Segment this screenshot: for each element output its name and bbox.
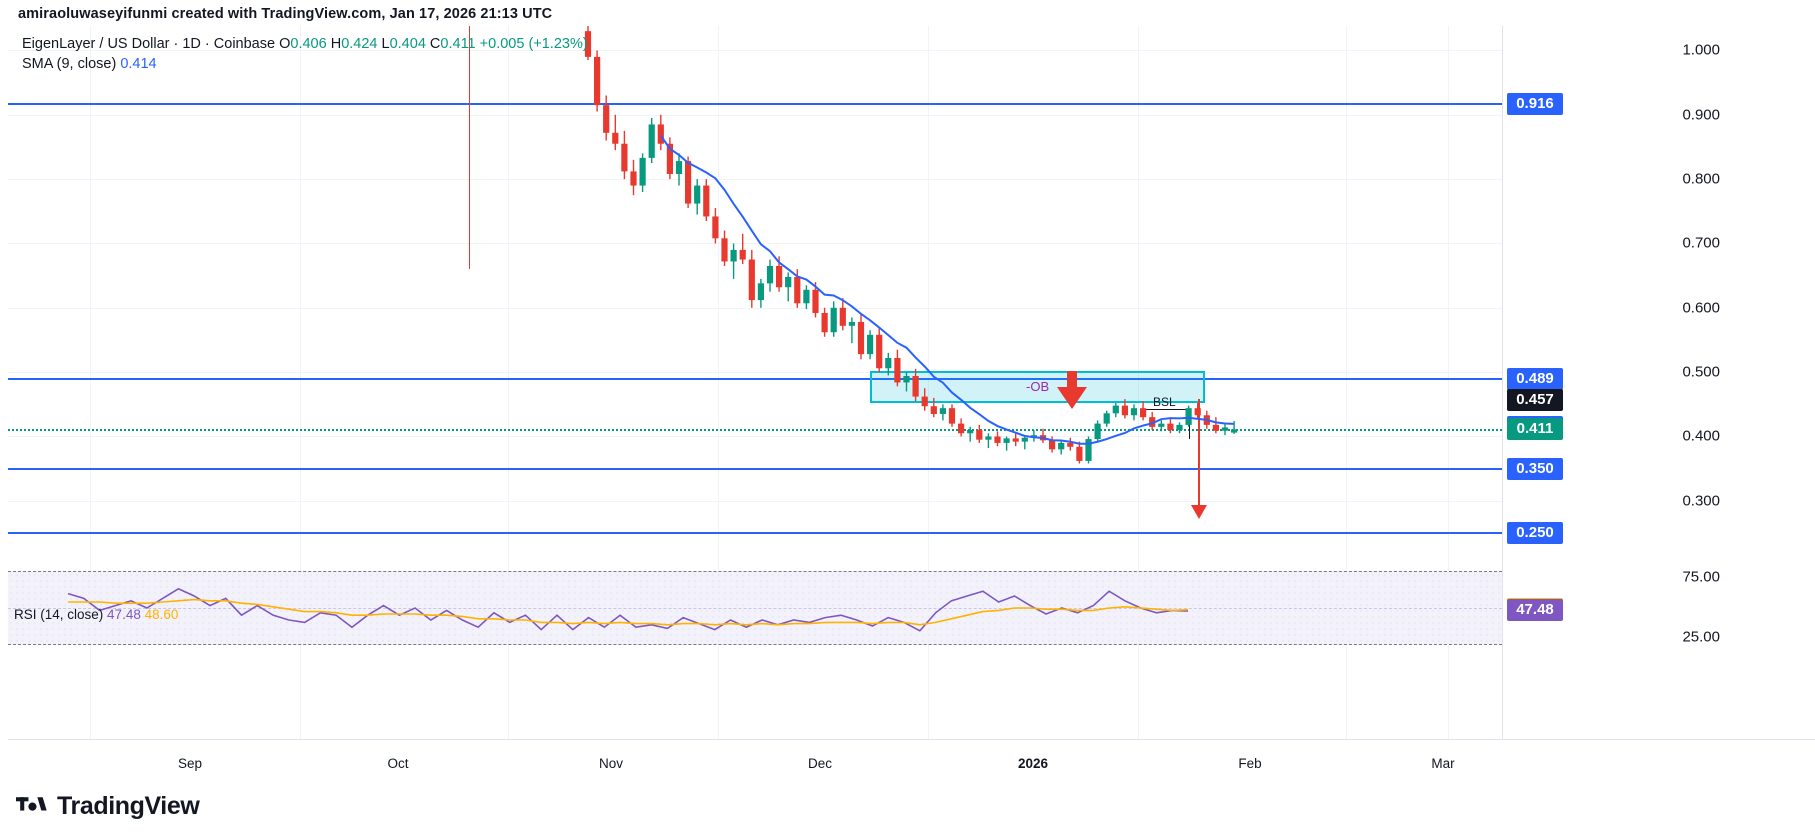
attribution-text: amiraoluwaseyifunmi created with Trading… xyxy=(18,6,553,22)
gridline xyxy=(8,243,1502,245)
legend-high-value: 0.424 xyxy=(341,36,378,52)
gridline-vertical xyxy=(508,26,509,739)
gridline xyxy=(8,50,1502,52)
legend-sma-name: SMA (9, close) xyxy=(22,56,117,72)
price-badge[interactable]: 0.916 xyxy=(1507,93,1563,116)
chart-legend: EigenLayer / US Dollar · 1D · Coinbase O… xyxy=(22,34,588,74)
legend-high-label: H xyxy=(330,36,342,52)
rsi-badge[interactable]: 47.48 xyxy=(1507,599,1563,622)
measure-line xyxy=(469,26,470,269)
tradingview-brand[interactable]: TradingView xyxy=(16,792,200,821)
price-tick: 0.800 xyxy=(1682,170,1720,188)
price-badge[interactable]: 0.457 xyxy=(1507,388,1563,411)
bsl-line xyxy=(1141,408,1189,410)
chart-frame: -OB BSL EigenLayer / US Dollar · 1D · Co… xyxy=(0,26,1815,786)
price-level-line[interactable] xyxy=(8,378,1502,381)
gridline xyxy=(8,500,1502,502)
gridline-vertical xyxy=(300,26,301,739)
gridline xyxy=(8,372,1502,374)
legend-open-label: O xyxy=(279,36,291,52)
price-badge[interactable]: 0.489 xyxy=(1507,368,1563,391)
legend-change: +0.005 (+1.23%) xyxy=(479,36,588,52)
price-tick: 0.900 xyxy=(1682,106,1720,124)
legend-sma-row[interactable]: SMA (9, close) 0.414 xyxy=(22,54,588,74)
order-block-label: -OB xyxy=(1026,378,1050,394)
legend-low-label: L xyxy=(381,36,390,52)
time-axis[interactable]: Sep Oct Nov Dec 2026 Feb Mar xyxy=(8,739,1815,787)
gridline xyxy=(8,114,1502,116)
gridline-vertical xyxy=(1448,26,1449,739)
rsi-legend[interactable]: RSI (14, close) 47.48 48.60 xyxy=(14,607,178,622)
bsl-tick xyxy=(1189,408,1190,439)
price-badge[interactable]: 0.350 xyxy=(1507,457,1563,480)
projection-arrow-shaft xyxy=(1198,398,1200,507)
time-tick: 2026 xyxy=(1017,756,1049,771)
time-tick: Mar xyxy=(1431,756,1455,771)
bearish-arrow-head xyxy=(1057,387,1087,410)
legend-symbol-row[interactable]: EigenLayer / US Dollar · 1D · Coinbase O… xyxy=(22,34,588,54)
price-badge[interactable]: 0.250 xyxy=(1507,521,1563,544)
time-tick: Feb xyxy=(1238,756,1262,771)
tradingview-brand-text: TradingView xyxy=(57,792,200,820)
rsi-tick: 25.00 xyxy=(1682,628,1720,646)
tradingview-logo-icon xyxy=(16,796,47,811)
price-scale[interactable]: 1.000 0.900 0.800 0.700 0.600 0.500 0.400 0.300… xyxy=(1502,26,1815,739)
legend-close-value: 0.411 xyxy=(440,36,476,52)
price-badge[interactable]: 0.411 xyxy=(1507,418,1563,441)
time-tick: Dec xyxy=(807,756,833,771)
price-tick: 0.500 xyxy=(1682,363,1720,381)
gridline-vertical xyxy=(90,26,91,739)
rsi-midline xyxy=(8,608,1502,609)
price-level-line[interactable] xyxy=(8,467,1502,470)
gridline-vertical xyxy=(1346,26,1347,739)
price-tick: 1.000 xyxy=(1682,41,1720,59)
rsi-series xyxy=(67,587,1189,632)
rsi-legend-ma-value: 48.60 xyxy=(144,607,179,622)
time-tick: Oct xyxy=(387,756,409,771)
price-tick: 0.600 xyxy=(1682,299,1720,317)
rsi-legend-value: 47.48 xyxy=(107,607,141,622)
gridline xyxy=(8,179,1502,181)
time-tick: Sep xyxy=(177,756,203,771)
price-level-line[interactable] xyxy=(8,103,1502,106)
gridline xyxy=(8,436,1502,438)
legend-symbol: EigenLayer / US Dollar · 1D · Coinbase xyxy=(22,36,276,52)
bsl-label: BSL xyxy=(1153,394,1176,409)
legend-low-value: 0.404 xyxy=(389,36,426,52)
gridline xyxy=(8,307,1502,309)
price-tick: 0.300 xyxy=(1682,492,1720,510)
current-price-line xyxy=(8,429,1502,432)
legend-sma-value: 0.414 xyxy=(120,56,157,72)
price-level-line[interactable] xyxy=(8,531,1502,534)
rsi-pane[interactable] xyxy=(8,571,1502,645)
price-tick: 0.700 xyxy=(1682,234,1720,252)
legend-open-value: 0.406 xyxy=(290,36,327,52)
rsi-tick: 75.00 xyxy=(1682,568,1720,586)
price-tick: 0.400 xyxy=(1682,427,1720,445)
legend-close-label: C xyxy=(429,36,441,52)
time-tick: Nov xyxy=(598,756,624,771)
rsi-legend-name: RSI (14, close) xyxy=(14,607,104,622)
projection-arrow-head xyxy=(1191,504,1207,519)
